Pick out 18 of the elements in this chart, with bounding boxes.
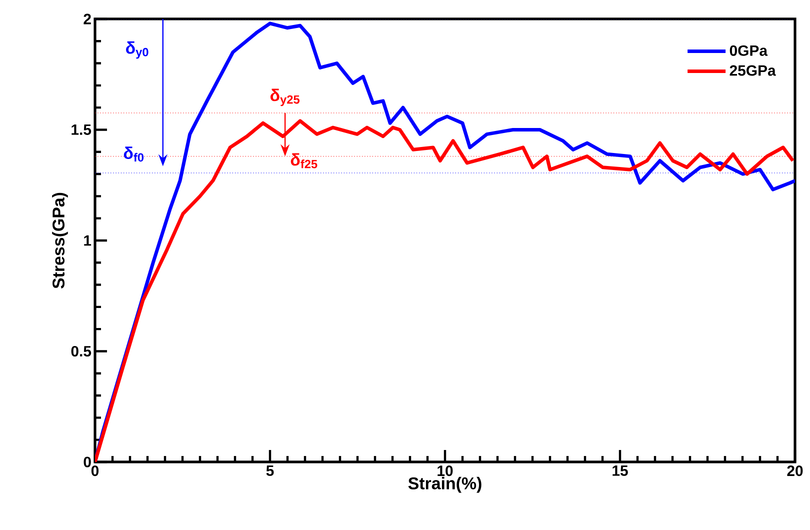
x-tick-label: 0 [91, 466, 99, 476]
annotation: δ$_{f25}$ [290, 153, 318, 168]
y-tick-label: 0.5 [71, 346, 92, 357]
annotation: δ$_{y0}$ [126, 41, 148, 59]
annotation: δ$_{f0}$ [124, 146, 144, 162]
legend-label: 25GPa [730, 65, 776, 76]
x-tick-label: 10 [438, 466, 453, 476]
annotation: δ$_{y25}$ [270, 88, 300, 106]
legend-label: 0GPa [730, 45, 768, 56]
x-tick-label: 5 [266, 466, 274, 476]
x-tick-label: 20 [787, 466, 803, 476]
y-axis-title: Stress(GPa) [52, 192, 68, 288]
y-tick-label: 1 [84, 235, 92, 246]
y-tick-label: 0 [84, 456, 91, 468]
y-tick-label: 2 [84, 14, 91, 24]
x-axis-title: Strain(%) [408, 476, 482, 493]
x-tick-label: 15 [612, 466, 628, 476]
y-tick-label: 1.5 [72, 124, 92, 135]
